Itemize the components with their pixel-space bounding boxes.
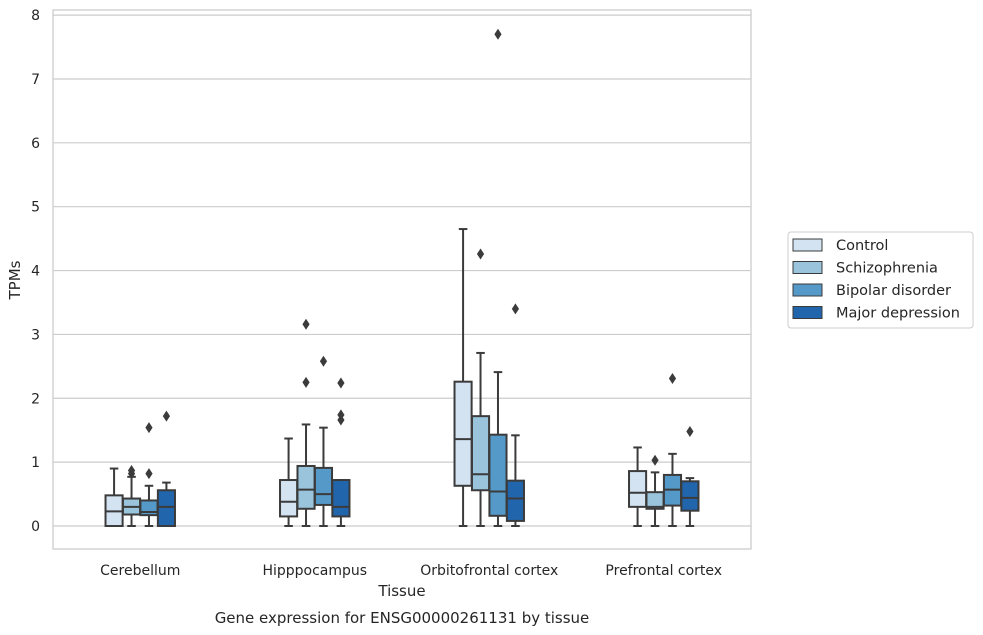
- box-bipolar-disorder: [488, 28, 508, 528]
- iqr-box: [470, 415, 491, 492]
- legend-swatch: [792, 306, 823, 319]
- iqr-box: [313, 466, 334, 506]
- y-tick-label: 8: [31, 8, 40, 24]
- y-tick-label: 5: [31, 200, 40, 216]
- legend-swatch: [792, 238, 823, 252]
- box-schizophrenia: [470, 248, 491, 528]
- y-tick-label: 3: [31, 327, 40, 343]
- outlier-point: [511, 303, 520, 315]
- legend-swatch: [792, 261, 823, 274]
- plot-area: [52, 9, 752, 550]
- outlier-point: [476, 248, 485, 260]
- outlier-point: [302, 318, 310, 330]
- box-major-depression: [680, 425, 700, 528]
- legend: Control Schizophrenia Bipolar disorder Majo…: [787, 231, 974, 329]
- outlier-point: [302, 376, 310, 388]
- outlier-point: [319, 355, 328, 367]
- x-axis-title: Tissue: [377, 582, 425, 600]
- outlier-point: [127, 464, 136, 476]
- legend-swatch: [792, 283, 823, 297]
- iqr-box: [488, 433, 508, 517]
- box-schizophrenia: [296, 318, 316, 528]
- y-tick-label: 0: [31, 519, 40, 535]
- box-control: [453, 228, 473, 528]
- outlier-point: [494, 28, 502, 40]
- box-control: [628, 446, 648, 528]
- box-major-depression: [156, 410, 176, 528]
- x-axis-ticks: Cerebellum Hipppocampus Orbitofrontal cort…: [100, 563, 722, 579]
- iqr-box: [296, 464, 316, 510]
- box-major-depression: [505, 303, 525, 528]
- iqr-box: [156, 489, 176, 528]
- box-schizophrenia: [645, 454, 665, 528]
- y-tick-label: 2: [31, 391, 40, 407]
- legend-label: Major depression: [836, 306, 960, 322]
- outlier-point: [668, 372, 677, 384]
- x-tick-label: Cerebellum: [100, 563, 180, 579]
- x-tick-label: Prefrontal cortex: [605, 563, 722, 579]
- x-tick-label: Hipppocampus: [262, 563, 367, 579]
- outlier-point: [145, 422, 153, 434]
- y-axis-title: TPMs: [6, 260, 24, 300]
- chart-caption: Gene expression for ENSG00000261131 by t…: [215, 609, 590, 627]
- outlier-point: [337, 409, 345, 421]
- legend-label: Schizophrenia: [836, 261, 938, 277]
- legend-label: Bipolar disorder: [836, 283, 951, 299]
- y-tick-label: 4: [31, 264, 40, 280]
- box-groups: [104, 28, 700, 528]
- legend-frame: [787, 231, 974, 329]
- legend-label: Control: [836, 238, 888, 254]
- box-control: [104, 467, 124, 528]
- iqr-box: [680, 480, 700, 512]
- outlier-point: [651, 454, 659, 466]
- iqr-box: [279, 479, 299, 518]
- y-axis-ticks: 0 1 2 3 4 5 6 7 8: [31, 8, 40, 535]
- outlier-point: [162, 410, 171, 422]
- x-tick-label: Orbitofrontal cortex: [420, 563, 558, 579]
- iqr-box: [628, 470, 648, 508]
- iqr-box: [453, 380, 473, 487]
- outlier-point: [686, 425, 694, 437]
- iqr-box: [331, 479, 351, 518]
- outlier-point: [145, 468, 153, 480]
- grid-lines: [53, 14, 751, 527]
- box-schizophrenia: [121, 464, 142, 528]
- outlier-point: [337, 377, 345, 389]
- box-major-depression: [331, 377, 351, 528]
- y-tick-label: 7: [31, 72, 40, 88]
- y-tick-label: 1: [31, 455, 40, 471]
- iqr-box: [505, 479, 525, 522]
- y-tick-label: 6: [31, 136, 40, 152]
